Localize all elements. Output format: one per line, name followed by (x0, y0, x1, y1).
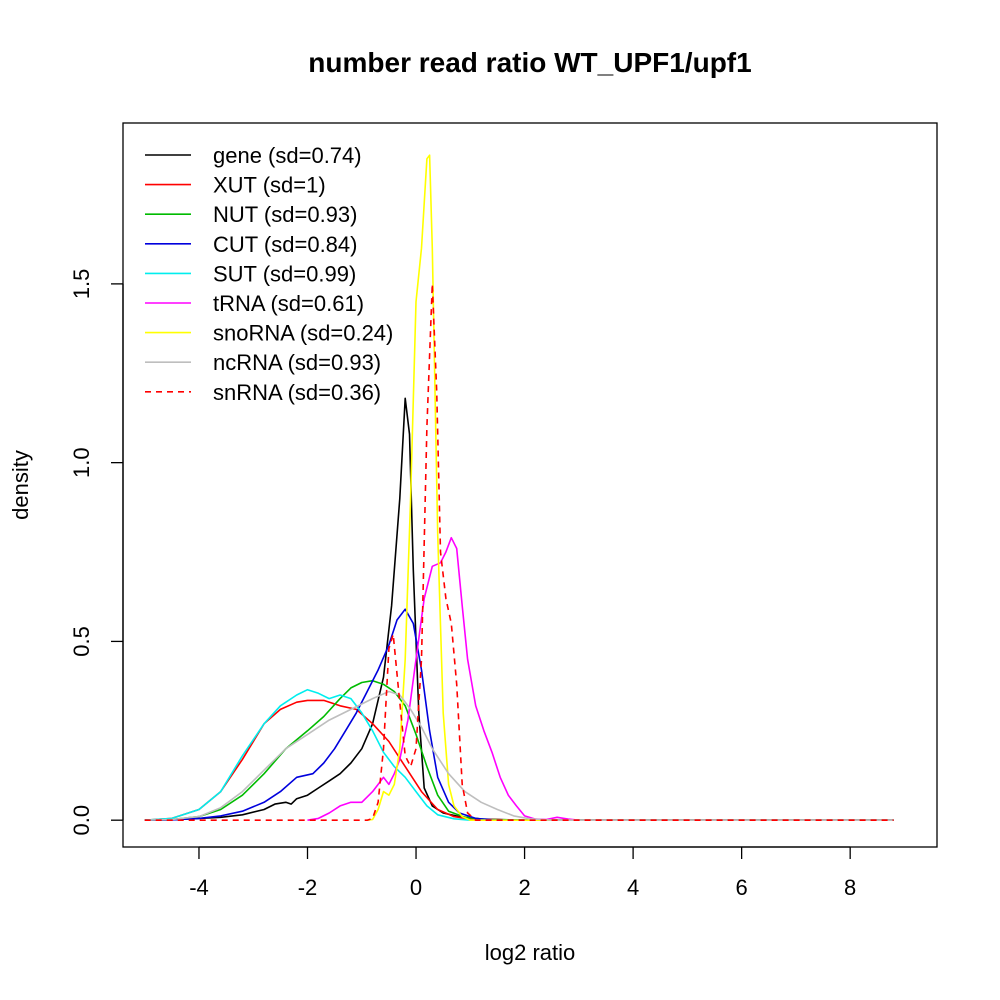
x-tick-label: -2 (298, 875, 318, 900)
y-tick-label: 0.5 (69, 626, 94, 657)
series-line-4 (144, 688, 894, 821)
series-line-0 (144, 397, 894, 821)
x-axis-label: log2 ratio (485, 940, 576, 965)
series-layer (144, 154, 894, 821)
legend-label: snoRNA (sd=0.24) (213, 321, 393, 346)
x-tick-label: 6 (736, 875, 748, 900)
x-axis: -4 -2 0 2 4 6 8 (189, 846, 856, 900)
y-tick-label: 0.0 (69, 805, 94, 836)
y-tick-label: 1.5 (69, 269, 94, 300)
x-tick-label: 8 (844, 875, 856, 900)
legend-label: snRNA (sd=0.36) (213, 380, 381, 405)
legend-label: tRNA (sd=0.61) (213, 291, 364, 316)
x-tick-label: 2 (518, 875, 530, 900)
legend-label: XUT (sd=1) (213, 173, 326, 198)
y-axis-label: density (8, 450, 33, 520)
legend: gene (sd=0.74) XUT (sd=1) NUT (sd=0.93) CUT… (145, 143, 393, 405)
x-tick-label: -4 (189, 875, 209, 900)
series-line-8 (144, 283, 894, 821)
series-line-7 (144, 690, 894, 821)
y-tick-label: 1.0 (69, 447, 94, 478)
series-line-1 (144, 699, 894, 821)
legend-label: gene (sd=0.74) (213, 143, 362, 168)
legend-label: SUT (sd=0.99) (213, 261, 356, 286)
x-tick-label: 4 (627, 875, 639, 900)
chart-title: number read ratio WT_UPF1/upf1 (308, 47, 751, 78)
series-line-5 (307, 536, 894, 821)
x-tick-label: 0 (410, 875, 422, 900)
series-line-3 (144, 608, 894, 821)
legend-label: ncRNA (sd=0.93) (213, 350, 381, 375)
series-line-6 (367, 154, 894, 821)
legend-label: NUT (sd=0.93) (213, 202, 357, 227)
legend-label: CUT (sd=0.84) (213, 232, 357, 257)
series-line-2 (144, 679, 894, 821)
y-axis: 0.0 0.5 1.0 1.5 (69, 269, 124, 836)
